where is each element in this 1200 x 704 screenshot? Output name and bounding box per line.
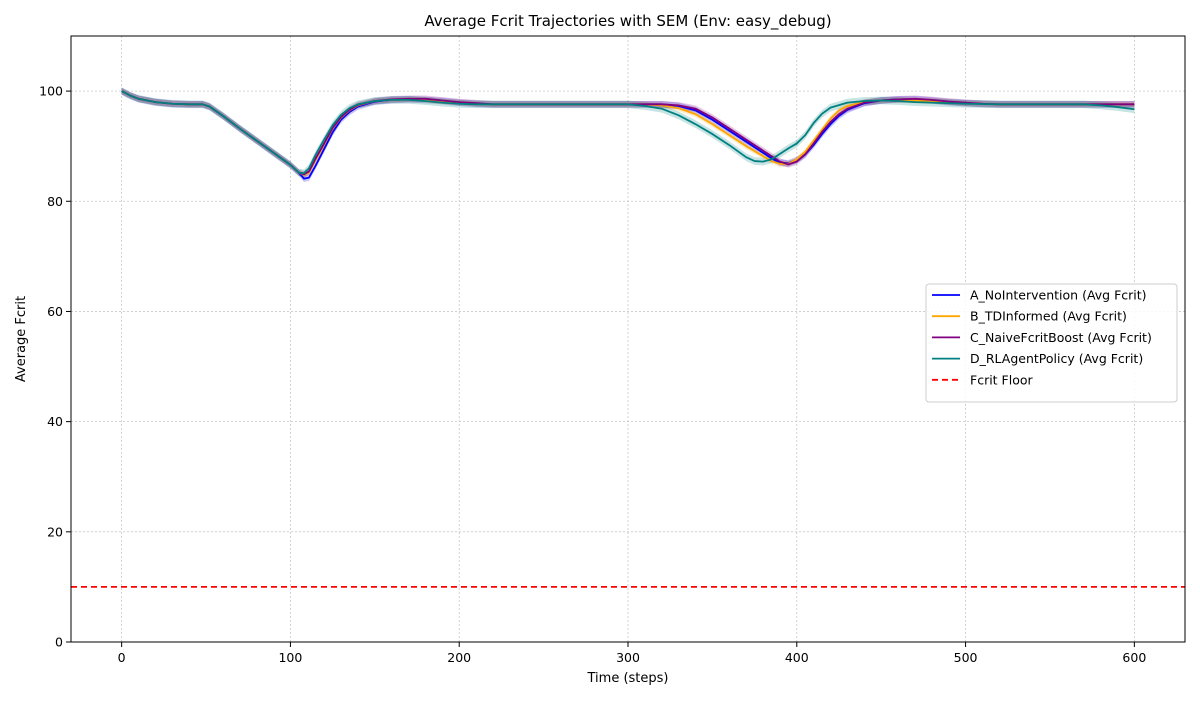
sem-band-2 [121,87,1135,178]
y-tick-label: 60 [47,304,63,319]
legend-box [925,283,1178,403]
x-tick-label: 0 [118,650,126,665]
tick-layer: 0 100 200 300 400 500 600 0 20 40 60 80 100 [39,84,1146,665]
legend-label-1: B_TDInformed (Avg Fcrit) [970,309,1127,324]
legend-label-0: A_NoIntervention (Avg Fcrit) [970,288,1147,303]
sem-band-1 [121,88,1135,178]
y-tick-label: 0 [55,635,63,650]
series-line-3 [121,90,1135,175]
y-tick-label: 40 [47,414,63,429]
series-line-layer [71,90,1185,588]
legend-label-2: C_NaiveFcritBoost (Avg Fcrit) [970,330,1152,345]
y-tick-label: 100 [39,84,63,99]
sem-band-layer [121,87,1135,182]
legend-label-4: Fcrit Floor [970,372,1034,387]
x-tick-label: 400 [785,650,809,665]
y-tick-label: 80 [47,194,63,209]
y-axis-label: Average Fcrit [14,296,29,382]
chart-title: Average Fcrit Trajectories with SEM (Env… [424,12,831,31]
sem-band-0 [121,87,1135,182]
y-tick-label: 20 [47,524,63,539]
x-tick-label: 500 [954,650,978,665]
x-axis-label: Time (steps) [587,671,669,686]
x-tick-label: 100 [278,650,302,665]
x-tick-label: 200 [447,650,471,665]
legend: A_NoIntervention (Avg Fcrit) B_TDInformed… [925,283,1178,403]
x-tick-label: 600 [1122,650,1146,665]
x-tick-label: 300 [616,650,640,665]
legend-label-3: D_RLAgentPolicy (Avg Fcrit) [970,351,1143,366]
